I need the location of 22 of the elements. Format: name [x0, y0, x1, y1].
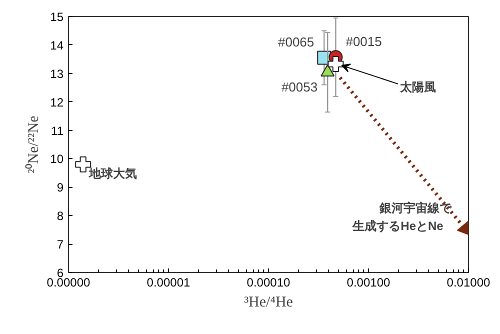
y-axis-title: ²⁰Ne/²²Ne — [25, 115, 42, 174]
y-tick-label: 11 — [51, 124, 64, 138]
y-tick-label: 9 — [56, 180, 64, 195]
y-tick-label: 15 — [50, 10, 64, 24]
y-tick-label: 8 — [56, 209, 64, 224]
text: 太陽風 — [399, 80, 436, 94]
annotation: 生成するHeとNe — [352, 218, 444, 233]
series-label: #0015 — [346, 34, 382, 50]
y-tick-label: 12 — [50, 95, 64, 110]
series-label: 地球大気 — [88, 166, 138, 180]
y-tick-label: 10 — [50, 152, 64, 166]
x-tick-label: 0.00010 — [246, 276, 291, 290]
x-tick-label: 0.00100 — [346, 276, 391, 290]
series-label: #0065 — [278, 34, 314, 50]
y-tick-label: 13 — [50, 66, 64, 81]
x-tick-label: 0.01000 — [446, 276, 491, 290]
x-tick-label: 0.00001 — [146, 276, 191, 290]
annotation: 銀河宇宙線で — [378, 200, 452, 215]
series-label: #0053 — [281, 79, 318, 94]
y-tick-label: 14 — [50, 38, 64, 52]
y-tick-label: 7 — [56, 238, 64, 252]
x-axis-title: ³He/⁴He — [244, 294, 294, 310]
